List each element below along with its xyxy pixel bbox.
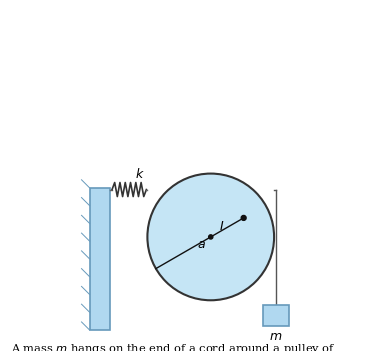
Bar [263,305,289,326]
Circle shape [147,174,274,300]
Text: A mass $m$ hangs on the end of a cord around a pulley of: A mass $m$ hangs on the end of a cord ar… [11,342,336,351]
Text: $k$: $k$ [135,167,145,181]
Text: $I$: $I$ [219,220,225,233]
Circle shape [209,235,213,239]
Bar [90,188,110,330]
Text: $a$: $a$ [197,238,206,251]
Text: $m$: $m$ [269,330,283,343]
Circle shape [241,216,246,220]
